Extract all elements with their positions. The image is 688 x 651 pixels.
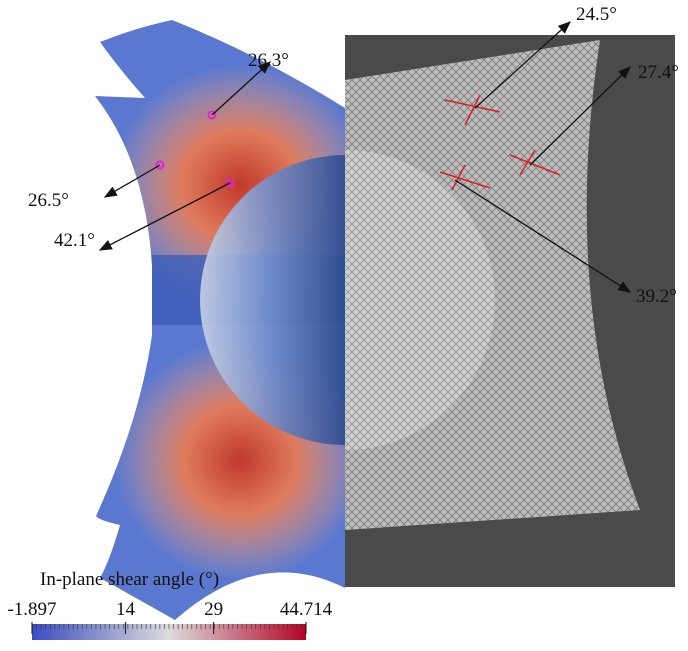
- tick-label: 14: [116, 599, 136, 620]
- angle-label: 39.2°: [636, 286, 677, 307]
- tick-label: -1.897: [7, 599, 56, 620]
- probe-point: [155, 160, 165, 170]
- tick-label: 44.714: [280, 599, 333, 620]
- colorbar: In-plane shear angle (°) -1.897 14 29 44.714: [7, 569, 333, 640]
- arrow: [98, 182, 231, 251]
- simulation: [95, 20, 345, 620]
- tick-label: 29: [204, 599, 223, 620]
- annotations: 26.3° 26.5° 42.1° 24.5° 27.4° 39.2°: [28, 4, 679, 307]
- angle-label: 27.4°: [638, 62, 679, 83]
- angle-label: 42.1°: [54, 230, 95, 251]
- arrow: [454, 179, 632, 293]
- arrow: [103, 164, 161, 198]
- arrow: [474, 21, 571, 109]
- angle-label: 26.3°: [248, 50, 289, 71]
- colorbar-title: In-plane shear angle (°): [40, 569, 219, 590]
- photo: [345, 35, 675, 587]
- probe-point: [225, 178, 235, 188]
- angle-label: 24.5°: [576, 4, 617, 25]
- probe-point: [207, 110, 217, 120]
- angle-label: 26.5°: [28, 190, 69, 211]
- arrow: [529, 66, 631, 166]
- arrow: [211, 61, 271, 116]
